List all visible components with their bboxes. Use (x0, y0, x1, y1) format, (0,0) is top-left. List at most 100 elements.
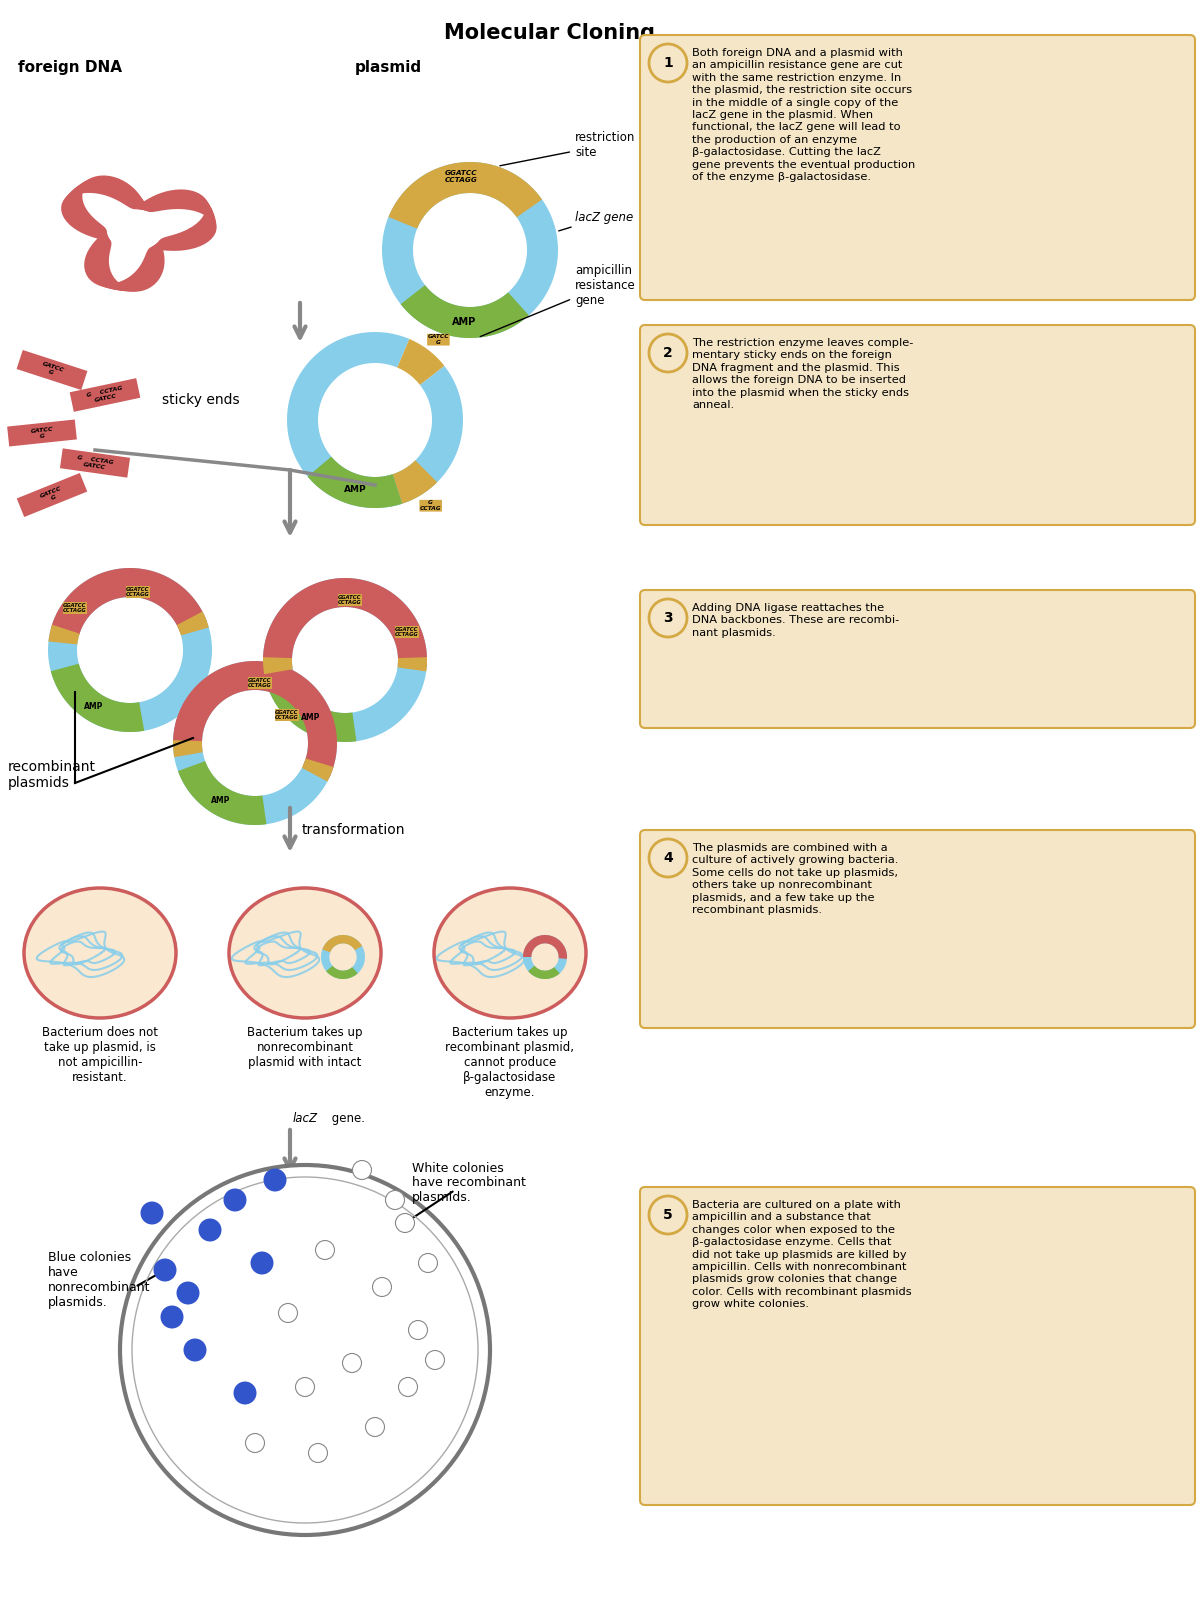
Polygon shape (17, 473, 88, 517)
Text: GGATCC
CCTAGG: GGATCC CCTAGG (64, 602, 86, 613)
Text: The plasmids are combined with a
culture of actively growing bacteria.
Some cell: The plasmids are combined with a culture… (692, 843, 899, 915)
Polygon shape (389, 162, 542, 228)
Polygon shape (523, 936, 566, 979)
Polygon shape (392, 461, 437, 504)
Circle shape (223, 1188, 246, 1212)
Polygon shape (523, 936, 566, 958)
Polygon shape (268, 679, 356, 742)
Polygon shape (60, 448, 130, 478)
Text: lacZ gene: lacZ gene (559, 210, 634, 231)
Polygon shape (263, 578, 427, 668)
Text: ampicillin
resistance
gene: ampicillin resistance gene (480, 263, 636, 337)
FancyBboxPatch shape (640, 324, 1195, 525)
Polygon shape (528, 966, 559, 979)
Circle shape (649, 43, 688, 82)
FancyBboxPatch shape (640, 35, 1195, 300)
Text: lacZ: lacZ (293, 1112, 318, 1125)
Circle shape (295, 1377, 314, 1396)
FancyBboxPatch shape (640, 1188, 1195, 1505)
Ellipse shape (24, 888, 176, 1018)
Polygon shape (326, 966, 358, 979)
FancyBboxPatch shape (640, 830, 1195, 1027)
Text: 2: 2 (664, 347, 673, 360)
Text: GATCC
G: GATCC G (40, 486, 65, 504)
Circle shape (385, 1191, 404, 1210)
Text: GGATCC
CCTAGG: GGATCC CCTAGG (338, 594, 362, 605)
Text: Both foreign DNA and a plasmid with
an ampicillin resistance gene are cut
with t: Both foreign DNA and a plasmid with an a… (692, 48, 916, 181)
Circle shape (426, 1350, 444, 1369)
Text: plasmid: plasmid (355, 59, 422, 74)
Polygon shape (48, 624, 79, 645)
Polygon shape (176, 612, 209, 636)
Circle shape (234, 1382, 257, 1404)
Polygon shape (173, 661, 337, 825)
Polygon shape (173, 661, 337, 778)
Text: GGATCC
CCTAGG: GGATCC CCTAGG (445, 170, 478, 183)
Polygon shape (397, 656, 427, 671)
Polygon shape (401, 286, 529, 339)
Text: GATCC
G: GATCC G (30, 427, 54, 440)
Text: White colonies
have recombinant
plasmids.: White colonies have recombinant plasmids… (412, 1162, 526, 1204)
Text: AMP: AMP (451, 318, 476, 327)
Circle shape (366, 1417, 384, 1436)
Text: 4: 4 (664, 851, 673, 865)
Text: GGATCC
CCTAGG: GGATCC CCTAGG (395, 626, 419, 637)
Circle shape (264, 1168, 287, 1191)
Text: GGATCC
CCTAGG: GGATCC CCTAGG (275, 709, 299, 721)
Circle shape (408, 1321, 427, 1340)
Polygon shape (70, 379, 140, 412)
Text: AMP: AMP (300, 713, 320, 722)
FancyBboxPatch shape (640, 591, 1195, 729)
Polygon shape (385, 366, 463, 507)
Text: Bacterium takes up
recombinant plasmid,
cannot produce
β-galactosidase
enzyme.: Bacterium takes up recombinant plasmid, … (445, 1026, 575, 1099)
Ellipse shape (434, 888, 586, 1018)
Text: recombinant
plasmids: recombinant plasmids (8, 759, 96, 790)
Polygon shape (50, 568, 208, 636)
Text: G    CCTAG
GATCC: G CCTAG GATCC (86, 385, 124, 404)
Text: AMP: AMP (84, 701, 103, 711)
Circle shape (246, 1433, 264, 1453)
Circle shape (198, 1218, 222, 1242)
Polygon shape (7, 419, 77, 446)
Polygon shape (287, 332, 409, 509)
Ellipse shape (229, 888, 382, 1018)
Text: gene.: gene. (328, 1112, 365, 1125)
Polygon shape (50, 664, 144, 732)
Circle shape (342, 1353, 361, 1372)
Text: Molecular Cloning: Molecular Cloning (444, 22, 655, 43)
Circle shape (184, 1339, 206, 1361)
Polygon shape (263, 578, 427, 742)
Text: Blue colonies
have
nonrecombinant
plasmids.: Blue colonies have nonrecombinant plasmi… (48, 1250, 150, 1310)
Circle shape (649, 599, 688, 637)
Polygon shape (397, 339, 444, 385)
Text: AMP: AMP (343, 485, 366, 494)
Circle shape (251, 1252, 274, 1274)
Circle shape (176, 1281, 199, 1305)
Text: GGATCC
CCTAGG: GGATCC CCTAGG (126, 586, 150, 597)
Polygon shape (17, 350, 88, 390)
Text: The restriction enzyme leaves comple-
mentary sticky ends on the foreign
DNA fra: The restriction enzyme leaves comple- me… (692, 339, 913, 409)
Text: Adding DNA ligase reattaches the
DNA backbones. These are recombi-
nant plasmids: Adding DNA ligase reattaches the DNA bac… (692, 603, 899, 637)
Circle shape (278, 1303, 298, 1323)
Polygon shape (322, 936, 365, 979)
Text: G
CCTAG: G CCTAG (420, 501, 442, 510)
Text: 3: 3 (664, 612, 673, 624)
Circle shape (316, 1241, 335, 1260)
Circle shape (140, 1202, 163, 1225)
Circle shape (161, 1305, 184, 1329)
Polygon shape (173, 740, 203, 758)
Text: GATCC
G: GATCC G (40, 361, 65, 379)
Polygon shape (48, 568, 212, 732)
Text: sticky ends: sticky ends (162, 393, 240, 408)
Circle shape (649, 839, 688, 876)
Circle shape (353, 1160, 372, 1180)
Circle shape (154, 1258, 176, 1281)
Text: Bacterium does not
take up plasmid, is
not ampicillin-
resistant.: Bacterium does not take up plasmid, is n… (42, 1026, 158, 1083)
Circle shape (372, 1278, 391, 1297)
Text: Bacterium takes up
nonrecombinant
plasmid with intact: Bacterium takes up nonrecombinant plasmi… (247, 1026, 362, 1083)
Text: AMP: AMP (210, 796, 230, 806)
Text: transformation: transformation (302, 823, 406, 836)
Text: foreign DNA: foreign DNA (18, 59, 122, 74)
Text: GGATCC
CCTAGG: GGATCC CCTAGG (248, 677, 272, 689)
Polygon shape (178, 761, 266, 825)
